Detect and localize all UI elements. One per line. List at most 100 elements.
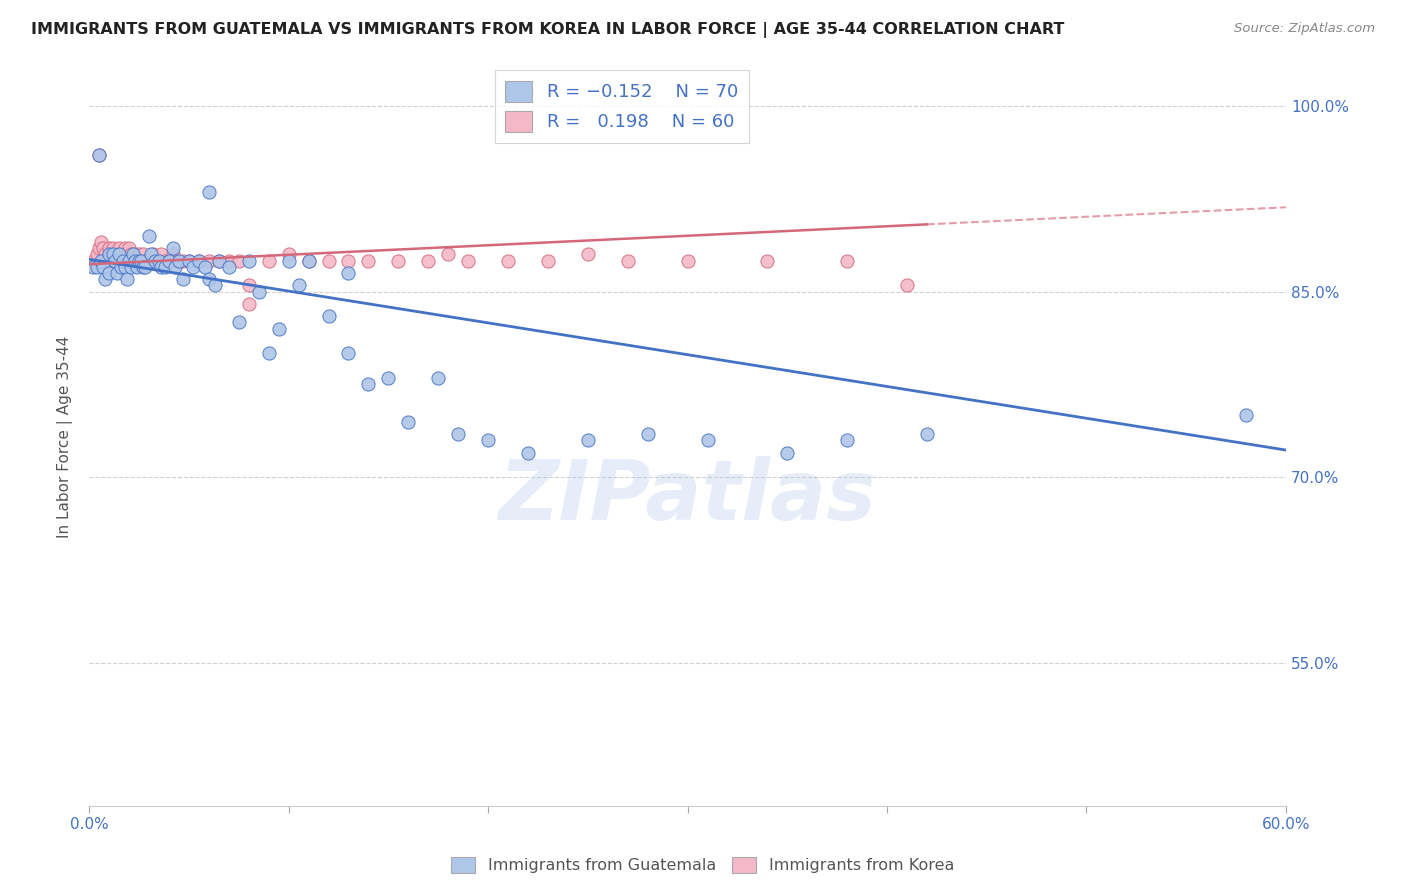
Point (287, 278, 309, 293)
Point (238, 278, 260, 293)
Point (576, 433, 599, 447)
Point (337, 346, 360, 360)
Point (357, 253, 380, 268)
Text: IMMIGRANTS FROM GUATEMALA VS IMMIGRANTS FROM KOREA IN LABOR FORCE | AGE 35-44 CO: IMMIGRANTS FROM GUATEMALA VS IMMIGRANTS … (31, 22, 1064, 38)
Point (114, 260, 136, 274)
Point (457, 253, 479, 268)
Point (124, 247, 146, 261)
Point (637, 427, 659, 442)
Point (177, 253, 200, 268)
Point (896, 278, 918, 293)
Point (108, 241, 131, 255)
Point (297, 253, 319, 268)
Point (98, 266, 121, 280)
Point (120, 247, 142, 261)
Point (134, 260, 156, 274)
Point (1234, 409, 1257, 423)
Point (112, 253, 135, 268)
Point (124, 253, 146, 268)
Point (377, 371, 399, 385)
Point (218, 253, 240, 268)
Point (125, 260, 148, 274)
Point (198, 186, 221, 200)
Point (277, 253, 299, 268)
Point (118, 253, 141, 268)
Point (387, 253, 409, 268)
Point (238, 297, 260, 311)
Y-axis label: In Labor Force | Age 35-44: In Labor Force | Age 35-44 (58, 336, 73, 538)
Point (138, 228, 160, 243)
Point (267, 321, 290, 335)
Point (142, 247, 165, 261)
Point (115, 247, 138, 261)
Point (110, 247, 132, 261)
Text: Source: ZipAtlas.com: Source: ZipAtlas.com (1234, 22, 1375, 36)
Point (228, 316, 250, 330)
Point (157, 253, 180, 268)
Point (247, 285, 270, 299)
Point (105, 253, 128, 268)
Point (172, 272, 194, 286)
Point (318, 310, 340, 324)
Point (89, 241, 111, 255)
Point (297, 253, 319, 268)
Point (108, 247, 131, 261)
Point (181, 260, 204, 274)
Point (148, 253, 170, 268)
Point (86, 247, 108, 261)
Point (139, 247, 162, 261)
Point (198, 253, 221, 268)
Point (166, 253, 188, 268)
Point (115, 272, 138, 286)
Point (94, 247, 117, 261)
Point (89, 148, 111, 162)
Point (104, 247, 127, 261)
Point (915, 427, 938, 442)
Point (756, 253, 779, 268)
Point (128, 247, 150, 261)
Point (616, 253, 638, 268)
Point (576, 247, 599, 261)
Point (163, 260, 186, 274)
Point (337, 253, 360, 268)
Point (132, 260, 155, 274)
Point (91, 241, 114, 255)
Point (177, 253, 200, 268)
Point (437, 247, 460, 261)
Point (447, 427, 470, 442)
Point (162, 247, 184, 261)
Point (277, 247, 299, 261)
Point (132, 247, 155, 261)
Point (208, 253, 231, 268)
Text: ZIPatlas: ZIPatlas (499, 456, 876, 536)
Point (149, 247, 172, 261)
Point (228, 253, 250, 268)
Point (208, 253, 231, 268)
Legend: R = −0.152    N = 70, R =   0.198    N = 60: R = −0.152 N = 70, R = 0.198 N = 60 (495, 70, 749, 143)
Point (86, 260, 108, 274)
Point (153, 260, 176, 274)
Point (100, 247, 122, 261)
Point (257, 253, 280, 268)
Point (153, 253, 176, 268)
Point (167, 253, 190, 268)
Point (149, 260, 172, 274)
Point (143, 253, 166, 268)
Point (696, 433, 718, 447)
Point (138, 253, 160, 268)
Point (129, 253, 152, 268)
Point (187, 253, 209, 268)
Point (134, 253, 156, 268)
Point (162, 241, 184, 255)
Point (198, 272, 221, 286)
Point (418, 253, 440, 268)
Point (105, 266, 128, 280)
Point (114, 241, 136, 255)
Point (837, 253, 859, 268)
Point (204, 278, 226, 293)
Point (496, 253, 519, 268)
Point (837, 433, 859, 447)
Point (82, 253, 104, 268)
Point (257, 346, 280, 360)
Point (187, 253, 209, 268)
